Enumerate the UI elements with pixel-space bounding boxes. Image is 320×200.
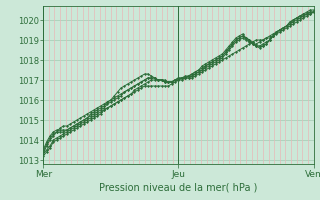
X-axis label: Pression niveau de la mer( hPa ): Pression niveau de la mer( hPa ) — [99, 183, 258, 193]
